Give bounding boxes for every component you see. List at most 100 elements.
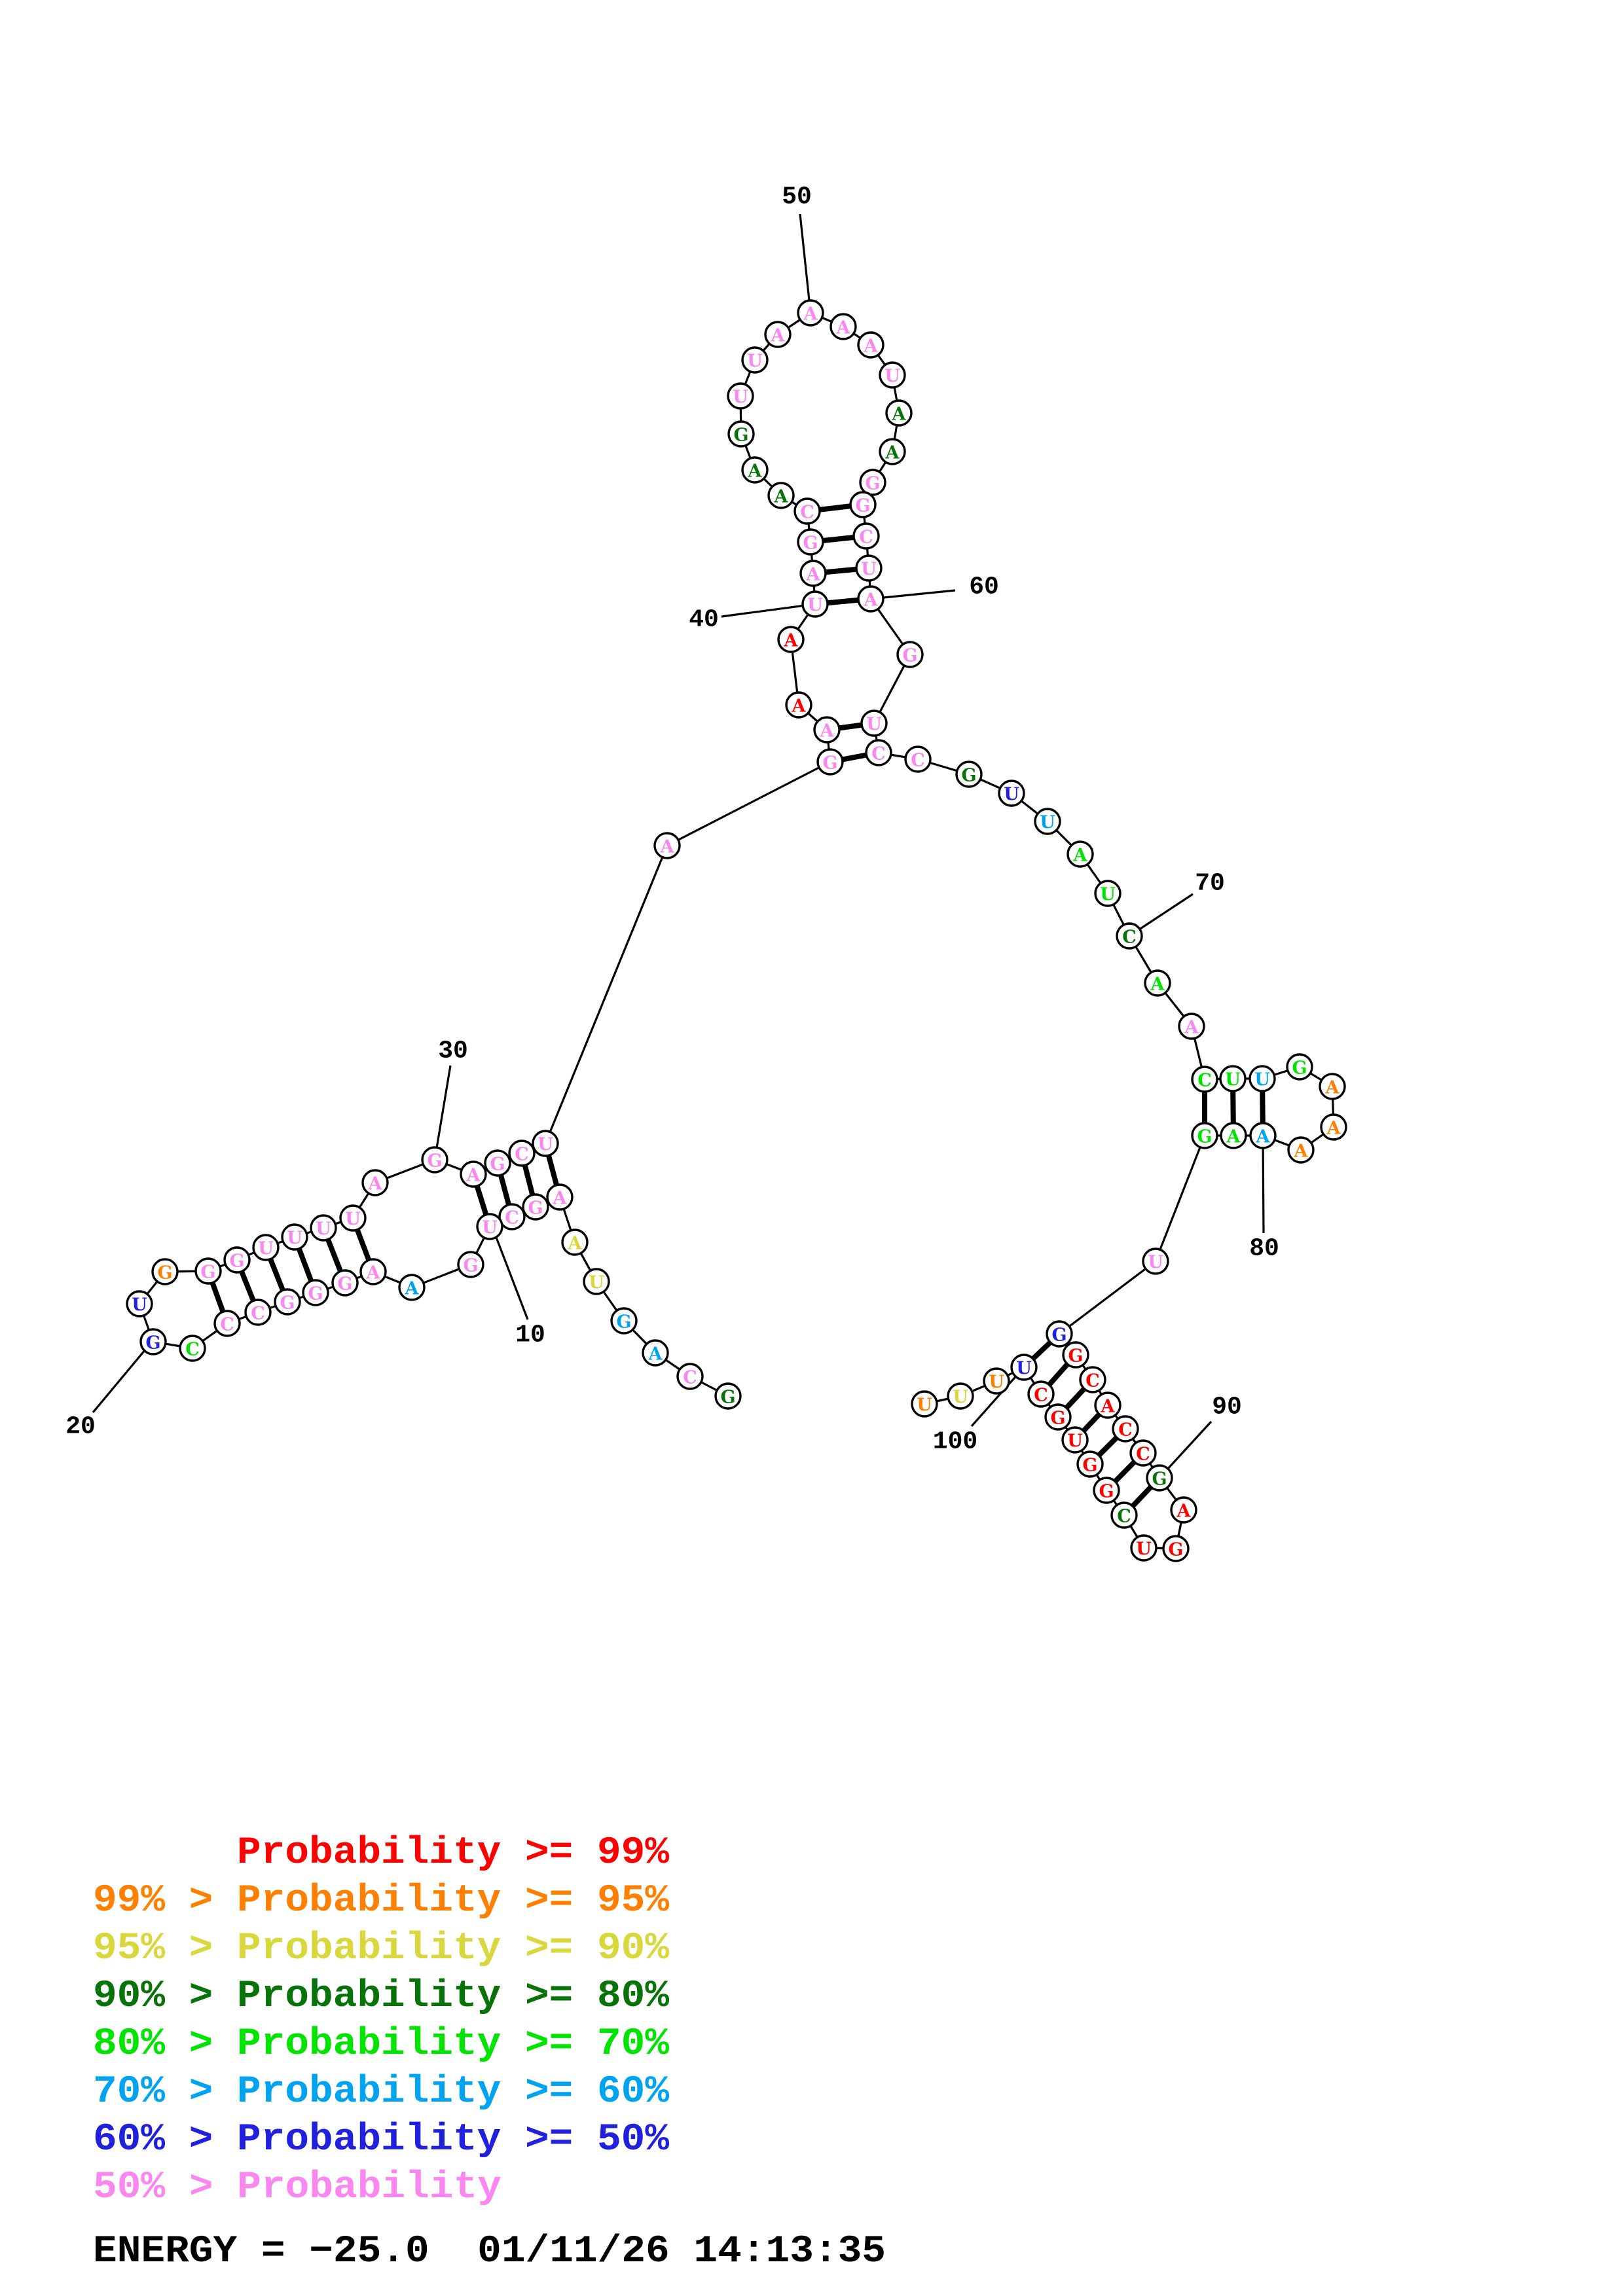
nucleotide-60: A — [857, 585, 884, 613]
backbone-lines — [138, 312, 1335, 1550]
nucleotide-circle — [879, 438, 906, 465]
nucleotide-circle — [911, 1390, 938, 1418]
nucleotide-letter: G — [427, 1151, 442, 1172]
nucleotide-letter: C — [251, 1304, 265, 1324]
nucleotide-3: A — [642, 1339, 669, 1367]
nucleotide-circle — [793, 497, 821, 525]
nucleotide-circle — [361, 1169, 389, 1196]
nucleotide-90: G — [1146, 1464, 1173, 1492]
nucleotide-letter: G — [1082, 1456, 1097, 1476]
nucleotide-letter: A — [792, 696, 807, 717]
nucleotide-letter: G — [1197, 1127, 1212, 1147]
nucleotide-96: G — [1076, 1450, 1104, 1478]
nucleotide-circle — [1010, 1354, 1038, 1381]
backbone-segment-35-36 — [666, 761, 831, 847]
nucleotide-letter: G — [1099, 1482, 1114, 1502]
nucleotide-35: A — [653, 832, 681, 859]
nucleotide-letter: A — [1326, 1119, 1341, 1139]
nucleotide-circle — [532, 1130, 559, 1157]
nucleotide-34: U — [532, 1130, 559, 1157]
label-leader-30 — [433, 1065, 452, 1160]
nucleotide-letter: C — [800, 503, 814, 523]
nucleotide-64: C — [904, 745, 932, 773]
nucleotide-letter: C — [505, 1208, 519, 1229]
nucleotide-7: A — [546, 1183, 574, 1211]
nucleotide-letter: A — [748, 461, 763, 482]
nucleotide-circle — [126, 1290, 153, 1318]
nucleotide-letter: A — [1176, 1501, 1192, 1522]
nucleotide-letter: A — [1101, 1397, 1116, 1417]
nucleotide-letter: G — [733, 425, 748, 446]
nucleotide-27: U — [310, 1214, 337, 1242]
nucleotide-28: U — [339, 1204, 367, 1232]
nucleotide-letter: A — [1325, 1078, 1340, 1098]
nucleotide-circle — [223, 1246, 251, 1274]
nucleotide-82: G — [1191, 1122, 1218, 1149]
nucleotide-63: C — [865, 739, 892, 766]
nucleotide-circle — [727, 420, 755, 448]
nucleotide-circle — [1129, 1439, 1157, 1467]
nucleotide-letter: C — [185, 1340, 200, 1360]
nucleotide-letter: A — [806, 565, 821, 585]
nucleotide-letter: G — [865, 474, 880, 494]
nucleotide-circle — [498, 1203, 526, 1230]
nucleotide-2: C — [676, 1363, 704, 1390]
nucleotide-66: U — [998, 780, 1025, 807]
nucleotide-letter: G — [1050, 1408, 1065, 1429]
position-label-20: 20 — [65, 1413, 96, 1441]
nucleotide-circle — [1093, 1477, 1120, 1504]
nucleotide-19: C — [179, 1335, 206, 1362]
nucleotide-8: G — [522, 1193, 549, 1221]
legend-row-7: 60% > Probability >= 50% — [93, 2119, 669, 2161]
nucleotide-letter: A — [1256, 1127, 1271, 1147]
nucleotide-87: A — [1094, 1391, 1122, 1419]
legend-row-6: 70% > Probability >= 60% — [93, 2071, 669, 2113]
nucleotide-circle — [508, 1139, 536, 1167]
nucleotide-76: G — [1286, 1053, 1313, 1081]
nucleotide-letter: G — [280, 1293, 295, 1314]
nucleotide-5: U — [583, 1268, 610, 1295]
nucleotide-14: G — [331, 1269, 359, 1297]
nucleotide-letter: C — [1122, 927, 1137, 948]
nucleotide-49: A — [764, 321, 792, 348]
legend-row-3: 95% > Probability >= 90% — [93, 1928, 669, 1970]
nucleotide-letter: C — [871, 744, 886, 764]
nucleotide-4: G — [610, 1307, 638, 1335]
nucleotide-letter: G — [528, 1198, 543, 1219]
nucleotide-circle — [252, 1234, 280, 1261]
nucleotide-71: A — [1144, 969, 1171, 997]
nucleotide-54: A — [885, 399, 913, 427]
nucleotide-93: U — [1130, 1534, 1158, 1562]
nucleotide-circle — [797, 299, 824, 327]
nucleotide-94: C — [1110, 1501, 1138, 1529]
nucleotide-10: U — [476, 1213, 503, 1240]
nucleotide-15: G — [302, 1279, 329, 1306]
nucleotide-letter: U — [1148, 1253, 1163, 1273]
nucleotide-20: G — [139, 1328, 167, 1355]
nucleotide-circle — [583, 1268, 610, 1295]
nucleotide-letter: A — [864, 336, 879, 357]
nucleotide-circle — [767, 482, 795, 509]
nucleotide-33: C — [508, 1139, 536, 1167]
nucleotide-letter: A — [405, 1279, 420, 1299]
nucleotide-letter: G — [720, 1388, 735, 1408]
nucleotide-letter: U — [1100, 885, 1116, 905]
nucleotide-36: G — [816, 748, 844, 776]
nucleotide-circle — [398, 1274, 426, 1301]
nucleotide-circle — [1191, 1066, 1218, 1093]
nucleotide-circle — [151, 1258, 179, 1285]
nucleotide-circle — [849, 491, 877, 518]
nucleotide-letter: U — [132, 1295, 147, 1316]
nucleotide-letter: A — [1150, 975, 1165, 995]
nucleotide-88: C — [1112, 1415, 1139, 1443]
nucleotide-circle — [339, 1204, 367, 1232]
nucleotide-circle — [1076, 1450, 1104, 1478]
nucleotide-circle — [1287, 1136, 1315, 1164]
legend-row-2: 99% > Probability >= 95% — [93, 1880, 669, 1922]
position-label-50: 50 — [782, 183, 812, 211]
nucleotide-letter: C — [1197, 1071, 1212, 1091]
nucleotide-letter: U — [884, 367, 900, 387]
nucleotide-circle — [857, 331, 884, 359]
nucleotide-circle — [421, 1146, 448, 1174]
